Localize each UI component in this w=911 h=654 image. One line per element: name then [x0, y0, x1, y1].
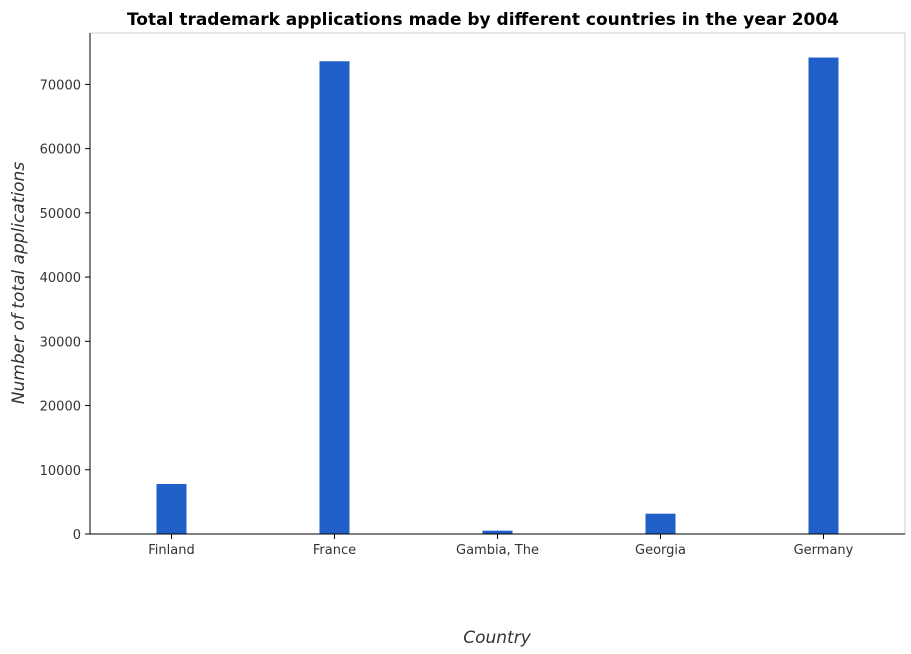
y-tick-label: 20000 [40, 400, 81, 415]
y-tick-label: 0 [73, 528, 81, 543]
x-axis-label: Country [463, 628, 531, 648]
x-tick-label: Georgia [635, 543, 686, 558]
y-tick-label: 40000 [40, 271, 81, 286]
bar-finland [156, 484, 187, 534]
bars-group [156, 57, 839, 535]
bar-germany [808, 57, 839, 534]
plot-frame [90, 32, 906, 534]
bar-georgia [645, 513, 676, 534]
y-tick-label: 60000 [40, 143, 81, 158]
bar-france [319, 61, 350, 535]
y-tick-label: 10000 [40, 464, 81, 479]
x-tick-label: Gambia, The [456, 543, 539, 558]
x-axis-ticks: Finland France Gambia, The Georgia Germany [148, 534, 854, 558]
bar-gambia-the [482, 530, 513, 534]
x-tick-label: Germany [794, 543, 854, 558]
y-axis-label: Number of total applications [9, 162, 29, 405]
y-tick-label: 70000 [40, 78, 81, 93]
chart-title: Total trademark applications made by dif… [127, 10, 839, 30]
y-tick-label: 50000 [40, 207, 81, 222]
y-axis-ticks: 0 10000 20000 30000 40000 50000 60000 70000 [40, 78, 90, 543]
y-tick-label: 30000 [40, 335, 81, 350]
x-tick-label: Finland [148, 543, 194, 558]
x-tick-label: France [313, 543, 356, 558]
